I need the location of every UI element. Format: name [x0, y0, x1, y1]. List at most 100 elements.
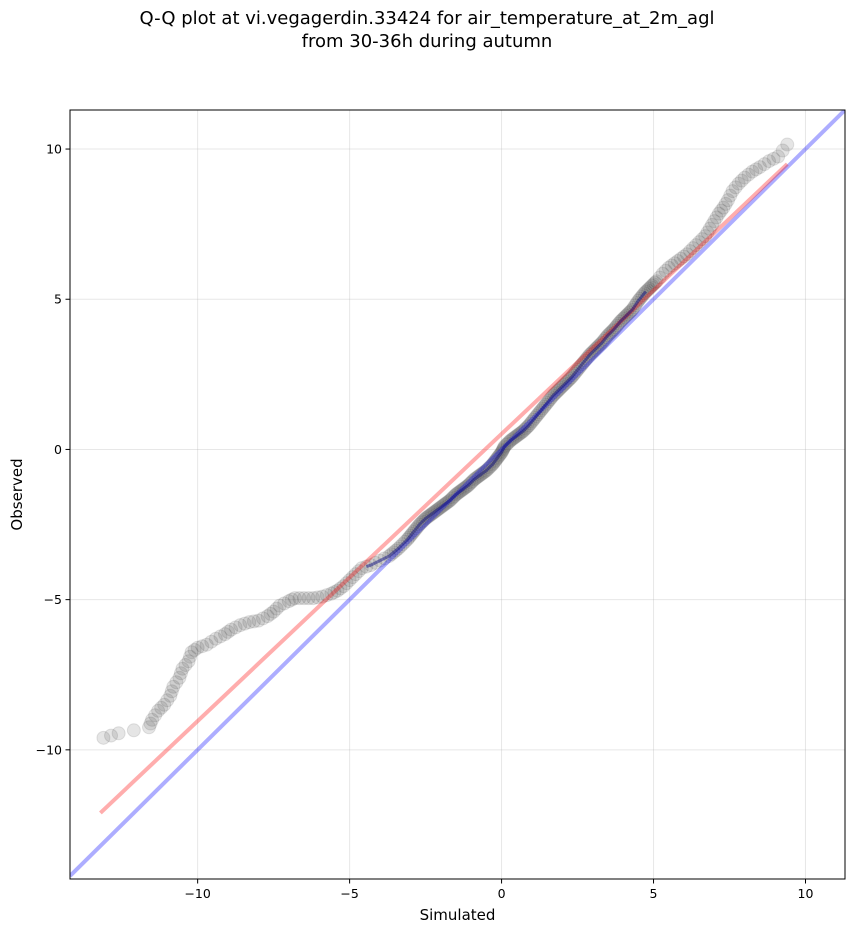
qq-point — [641, 281, 656, 296]
qq-point — [766, 151, 781, 166]
qq-point — [611, 316, 626, 331]
qq-point — [619, 308, 634, 323]
qq-point — [643, 280, 658, 295]
qq-point — [645, 278, 660, 293]
qq-point — [142, 720, 157, 735]
qq-point — [587, 343, 602, 358]
qq-point — [330, 583, 345, 598]
qq-point — [514, 425, 529, 440]
qq-point — [575, 357, 590, 372]
qq-point — [471, 469, 486, 484]
qq-point — [173, 666, 188, 681]
identity-line — [70, 110, 845, 878]
qq-point — [315, 589, 330, 604]
qq-point — [458, 480, 473, 495]
qq-point — [493, 446, 508, 461]
qq-point — [199, 637, 214, 652]
qq-point — [213, 629, 228, 644]
qq-point — [444, 492, 459, 507]
qq-point — [398, 534, 413, 549]
qq-point — [547, 386, 562, 401]
qq-point — [581, 349, 596, 364]
qq-point — [263, 606, 278, 621]
qq-point — [620, 307, 635, 322]
qq-point — [538, 397, 553, 412]
y-tick-label: −5 — [44, 592, 62, 607]
qq-point — [610, 318, 625, 333]
qq-point — [541, 394, 556, 409]
qq-point — [499, 437, 514, 452]
qq-point — [705, 217, 720, 232]
x-tick-label: 0 — [498, 886, 506, 901]
qq-point — [780, 137, 795, 152]
qq-point — [520, 419, 535, 434]
qq-point — [269, 601, 284, 616]
qq-point — [221, 624, 236, 639]
qq-point — [359, 559, 374, 574]
qq-point — [183, 649, 198, 664]
qq-point — [695, 232, 710, 247]
qq-point — [453, 484, 468, 499]
qq-point — [391, 541, 406, 556]
qq-point — [410, 519, 425, 534]
qq-point — [448, 487, 463, 502]
qq-point — [184, 645, 199, 660]
qq-point — [417, 513, 432, 528]
qq-point — [561, 373, 576, 388]
qq-point — [637, 286, 652, 301]
qq-point — [661, 260, 676, 275]
qq-point — [613, 314, 628, 329]
qq-point — [208, 631, 223, 646]
qq-point — [625, 302, 640, 317]
qq-point — [500, 436, 515, 451]
qq-point — [564, 370, 579, 385]
qq-point — [602, 326, 617, 341]
qq-point — [683, 244, 697, 259]
qq-point — [725, 184, 740, 199]
qq-point — [148, 708, 163, 723]
qq-point — [409, 521, 424, 536]
qq-point — [771, 149, 786, 164]
qq-point — [686, 241, 701, 256]
grid — [70, 110, 845, 879]
qq-point — [143, 716, 158, 731]
qq-point — [277, 596, 292, 611]
qq-point — [737, 170, 752, 185]
qq-point — [461, 478, 476, 493]
qq-point — [384, 547, 399, 562]
qq-point — [658, 263, 673, 278]
qq-point — [430, 502, 445, 517]
qq-point — [540, 395, 555, 410]
qq-point — [707, 214, 722, 229]
qq-point — [333, 581, 348, 596]
qq-point — [154, 700, 169, 715]
qq-point — [195, 639, 210, 654]
x-tick-label: −10 — [184, 886, 210, 901]
qq-point — [692, 235, 707, 250]
qq-point — [608, 320, 623, 335]
qq-point — [255, 611, 270, 626]
qq-point — [673, 251, 688, 266]
qq-point — [584, 346, 599, 361]
qq-point — [483, 458, 498, 473]
qq-point — [532, 405, 547, 420]
qq-point — [614, 313, 629, 328]
qq-point — [403, 528, 418, 543]
fit-line — [99, 162, 789, 815]
qq-point — [670, 253, 685, 268]
qq-point — [594, 335, 609, 350]
qq-point — [436, 498, 451, 513]
qq-point — [467, 472, 482, 487]
qq-point — [585, 344, 600, 359]
qq-point — [757, 157, 772, 172]
qq-point — [470, 470, 485, 485]
qq-point — [570, 362, 585, 377]
qq-point — [509, 428, 524, 443]
qq-point — [597, 332, 612, 347]
qq-point — [515, 424, 530, 439]
qq-point — [537, 399, 552, 414]
qq-point — [605, 323, 620, 338]
qq-point — [284, 592, 299, 607]
qq-point — [339, 576, 354, 591]
x-tick-label: −5 — [340, 886, 358, 901]
